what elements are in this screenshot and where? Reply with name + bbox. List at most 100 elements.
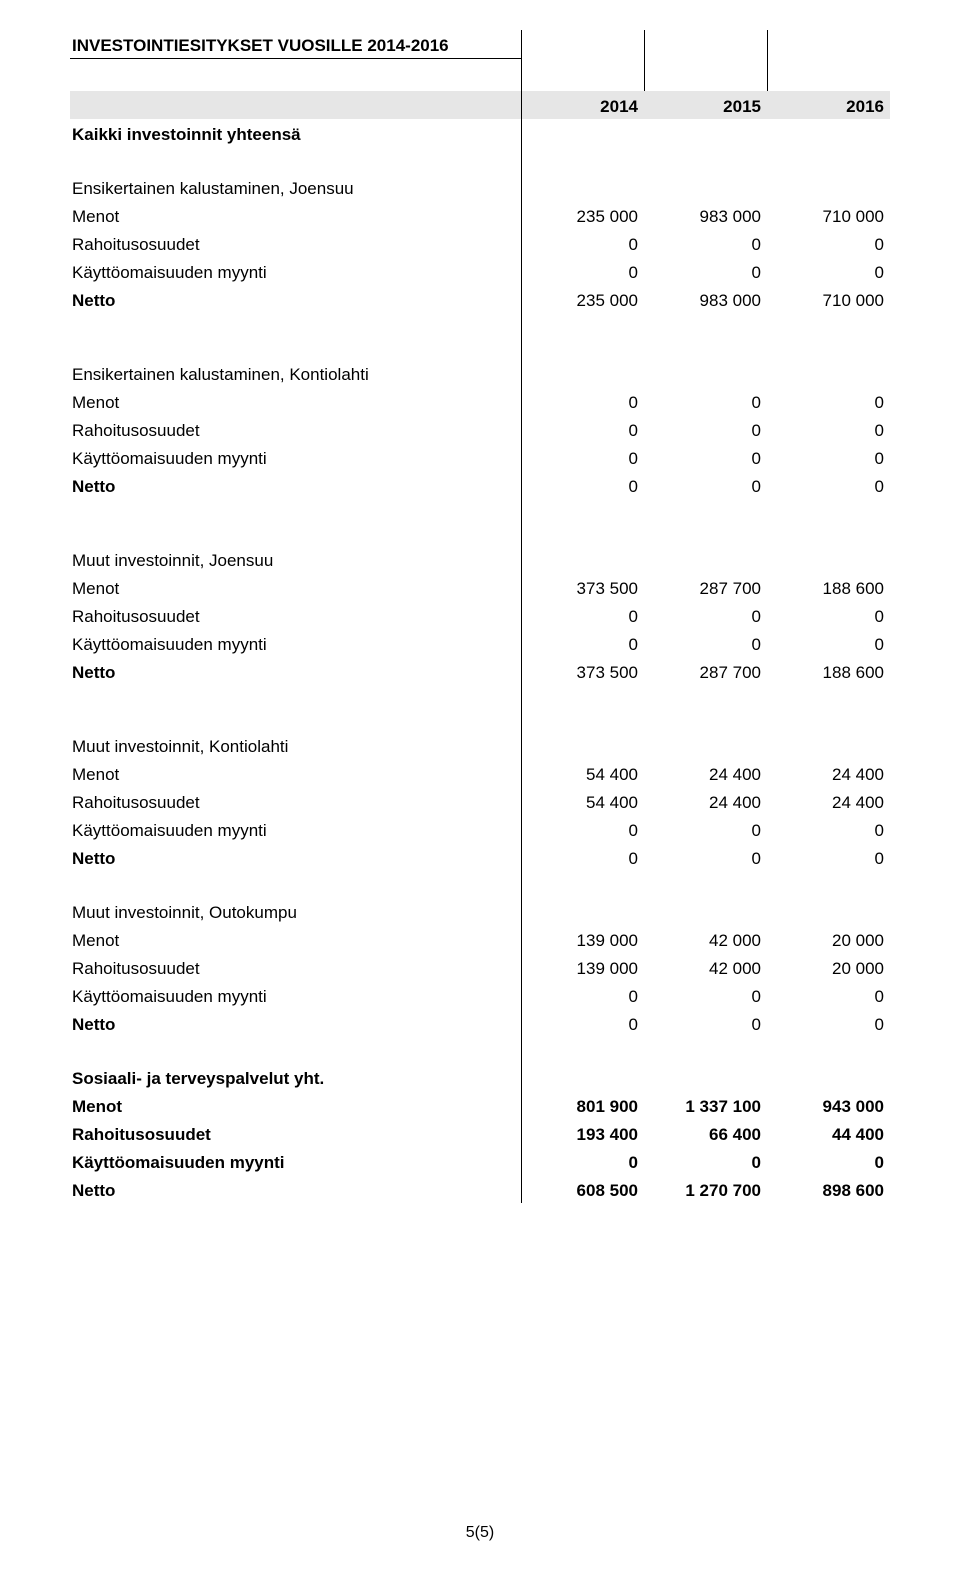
all-investments-label: Kaikki investoinnit yhteensä — [70, 119, 521, 147]
spacer — [70, 59, 890, 92]
cell: 42 000 — [644, 953, 767, 981]
cell: 0 — [521, 629, 644, 657]
cell: 287 700 — [644, 573, 767, 601]
cell: 0 — [521, 387, 644, 415]
table-row: Menot54 40024 40024 400 — [70, 759, 890, 787]
total-title: Sosiaali- ja terveyspalvelut yht. — [70, 1037, 521, 1091]
cell: 0 — [767, 843, 890, 871]
table-row: Netto000 — [70, 843, 890, 871]
cell: 24 400 — [767, 787, 890, 815]
cell: 373 500 — [521, 657, 644, 685]
total-rahoitusosuudet: Rahoitusosuudet 193 400 66 400 44 400 — [70, 1119, 890, 1147]
table-row: Menot235 000983 000710 000 — [70, 201, 890, 229]
table-row: Käyttöomaisuuden myynti000 — [70, 815, 890, 843]
cell: 0 — [644, 229, 767, 257]
cell: 0 — [644, 843, 767, 871]
table-row: Rahoitusosuudet000 — [70, 415, 890, 443]
cell: 235 000 — [521, 285, 644, 313]
all-investments-row: Kaikki investoinnit yhteensä — [70, 119, 890, 147]
cell: 0 — [644, 815, 767, 843]
cell: 0 — [644, 1009, 767, 1037]
section-header: Muut investoinnit, Kontiolahti — [70, 685, 890, 759]
cell: 0 — [644, 601, 767, 629]
total-kayttoomaisuuden: Käyttöomaisuuden myynti 0 0 0 — [70, 1147, 890, 1175]
cell: 0 — [521, 843, 644, 871]
cell: 0 — [767, 815, 890, 843]
cell: 0 — [644, 415, 767, 443]
table-row: Käyttöomaisuuden myynti000 — [70, 257, 890, 285]
year-header: 2014 2015 2016 — [70, 91, 890, 119]
year-col-0: 2014 — [521, 91, 644, 119]
table-row: Rahoitusosuudet000 — [70, 229, 890, 257]
table-row: Netto000 — [70, 471, 890, 499]
row-label: Netto — [70, 657, 521, 685]
table-row: Rahoitusosuudet000 — [70, 601, 890, 629]
cell: 983 000 — [644, 285, 767, 313]
row-label: Käyttöomaisuuden myynti — [70, 257, 521, 285]
cell: 0 — [644, 471, 767, 499]
cell: 0 — [644, 629, 767, 657]
row-label: Rahoitusosuudet — [70, 601, 521, 629]
section-title: Muut investoinnit, Outokumpu — [70, 871, 521, 925]
cell: 139 000 — [521, 953, 644, 981]
cell: 42 000 — [644, 925, 767, 953]
row-label: Käyttöomaisuuden myynti — [70, 443, 521, 471]
cell: 0 — [521, 443, 644, 471]
section-header: Ensikertainen kalustaminen, Joensuu — [70, 147, 890, 201]
cell: 0 — [644, 443, 767, 471]
section-header: Muut investoinnit, Joensuu — [70, 499, 890, 573]
section-title: Muut investoinnit, Joensuu — [70, 499, 521, 573]
sections-body: Ensikertainen kalustaminen, JoensuuMenot… — [70, 147, 890, 1037]
row-label: Menot — [70, 925, 521, 953]
cell: 0 — [521, 471, 644, 499]
row-label: Rahoitusosuudet — [70, 787, 521, 815]
table-row: Menot000 — [70, 387, 890, 415]
cell: 0 — [521, 257, 644, 285]
row-label: Rahoitusosuudet — [70, 415, 521, 443]
row-label: Netto — [70, 285, 521, 313]
cell: 139 000 — [521, 925, 644, 953]
table-row: Rahoitusosuudet54 40024 40024 400 — [70, 787, 890, 815]
cell: 0 — [521, 415, 644, 443]
total-menot: Menot 801 900 1 337 100 943 000 — [70, 1091, 890, 1119]
cell: 188 600 — [767, 573, 890, 601]
section-header: Muut investoinnit, Outokumpu — [70, 871, 890, 925]
cell: 0 — [644, 981, 767, 1009]
cell: 0 — [767, 387, 890, 415]
table-row: Netto235 000983 000710 000 — [70, 285, 890, 313]
section-title: Ensikertainen kalustaminen, Kontiolahti — [70, 313, 521, 387]
total-netto: Netto 608 500 1 270 700 898 600 — [70, 1175, 890, 1203]
row-label: Menot — [70, 573, 521, 601]
title-row: INVESTOINTIESITYKSET VUOSILLE 2014-2016 — [70, 30, 890, 59]
row-label: Rahoitusosuudet — [70, 953, 521, 981]
cell: 0 — [521, 1009, 644, 1037]
row-label: Menot — [70, 759, 521, 787]
cell: 0 — [644, 387, 767, 415]
cell: 0 — [644, 257, 767, 285]
cell: 0 — [521, 229, 644, 257]
cell: 710 000 — [767, 201, 890, 229]
row-label: Käyttöomaisuuden myynti — [70, 629, 521, 657]
table-row: Käyttöomaisuuden myynti000 — [70, 981, 890, 1009]
document-page: INVESTOINTIESITYKSET VUOSILLE 2014-2016 … — [0, 0, 960, 1572]
cell: 0 — [767, 443, 890, 471]
cell: 373 500 — [521, 573, 644, 601]
row-label: Netto — [70, 843, 521, 871]
row-label: Käyttöomaisuuden myynti — [70, 815, 521, 843]
cell: 235 000 — [521, 201, 644, 229]
section-title: Muut investoinnit, Kontiolahti — [70, 685, 521, 759]
table-row: Käyttöomaisuuden myynti000 — [70, 629, 890, 657]
cell: 287 700 — [644, 657, 767, 685]
investment-table: INVESTOINTIESITYKSET VUOSILLE 2014-2016 … — [70, 30, 890, 1203]
row-label: Netto — [70, 1009, 521, 1037]
row-label: Menot — [70, 201, 521, 229]
table-row: Rahoitusosuudet139 00042 00020 000 — [70, 953, 890, 981]
cell: 188 600 — [767, 657, 890, 685]
cell: 0 — [767, 629, 890, 657]
row-label: Käyttöomaisuuden myynti — [70, 981, 521, 1009]
cell: 54 400 — [521, 759, 644, 787]
cell: 0 — [767, 471, 890, 499]
cell: 0 — [521, 981, 644, 1009]
cell: 54 400 — [521, 787, 644, 815]
cell: 0 — [767, 415, 890, 443]
